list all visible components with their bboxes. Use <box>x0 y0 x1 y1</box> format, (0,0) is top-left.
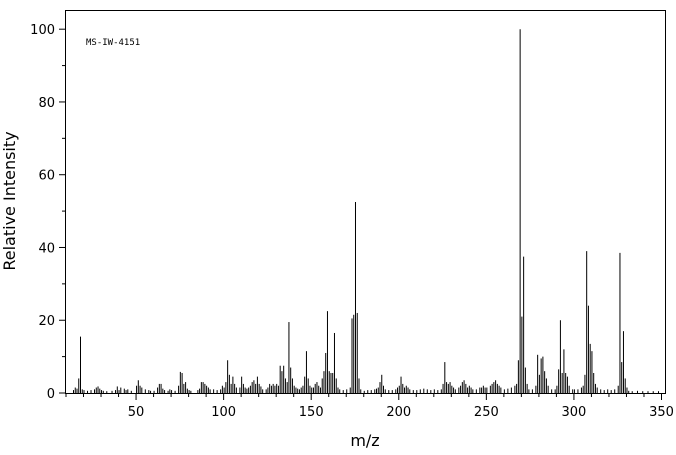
x-tick-label: 50 <box>128 405 145 420</box>
y-axis-title: Relative Intensity <box>0 131 19 270</box>
peak-sticks <box>73 29 659 393</box>
y-tick-label: 80 <box>38 96 55 111</box>
x-tick-label: 100 <box>211 405 236 420</box>
x-tick-label: 200 <box>386 405 411 420</box>
spectrum-id-annotation: MS-IW-4151 <box>86 38 140 48</box>
y-tick-label: 60 <box>38 169 55 184</box>
x-tick-label: 350 <box>649 405 674 420</box>
plot-frame <box>65 10 666 394</box>
x-tick-label: 300 <box>562 405 587 420</box>
x-tick-label: 250 <box>474 405 499 420</box>
y-tick-label: 100 <box>30 23 55 38</box>
y-tick-label: 40 <box>38 241 55 256</box>
y-tick-label: 20 <box>38 314 55 329</box>
y-axis: 0 20 40 60 80 100 <box>30 23 66 402</box>
x-tick-label: 150 <box>299 405 324 420</box>
x-axis: 50 100 150 200 250 300 350 <box>65 393 674 420</box>
x-axis-title: m/z <box>350 431 379 450</box>
y-tick-label: 0 <box>47 387 55 402</box>
